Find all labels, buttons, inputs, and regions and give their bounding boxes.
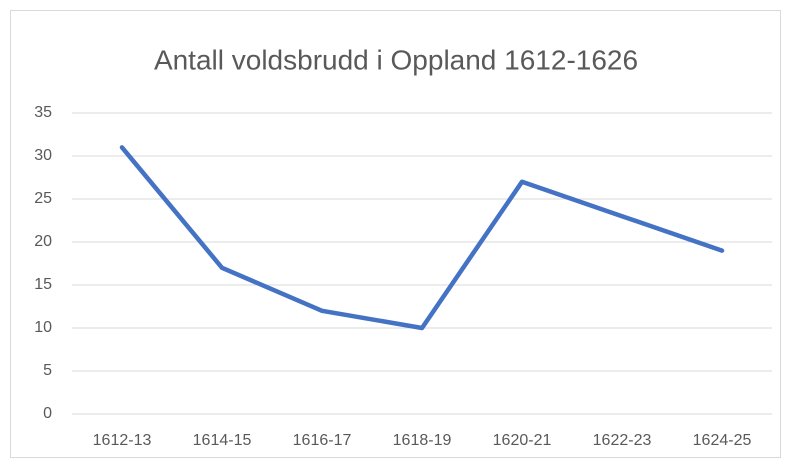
y-tick-label: 20 bbox=[34, 233, 52, 250]
x-tick-label: 1620-21 bbox=[493, 432, 552, 449]
y-tick-label: 35 bbox=[34, 104, 52, 121]
y-tick-label: 5 bbox=[43, 362, 52, 379]
y-tick-label: 15 bbox=[34, 276, 52, 293]
y-tick-label: 10 bbox=[34, 319, 52, 336]
y-tick-label: 0 bbox=[43, 405, 52, 422]
x-tick-label: 1622-23 bbox=[593, 432, 652, 449]
x-tick-label: 1612-13 bbox=[93, 432, 152, 449]
chart-border bbox=[10, 10, 781, 458]
y-tick-label: 25 bbox=[34, 190, 52, 207]
y-tick-label: 30 bbox=[34, 147, 52, 164]
x-tick-label: 1614-15 bbox=[193, 432, 252, 449]
x-tick-label: 1618-19 bbox=[393, 432, 452, 449]
x-tick-label: 1616-17 bbox=[293, 432, 352, 449]
x-tick-label: 1624-25 bbox=[693, 432, 752, 449]
line bbox=[119, 145, 725, 331]
chart-title: Antall voldsbrudd i Oppland 1612-1626 bbox=[154, 44, 638, 75]
